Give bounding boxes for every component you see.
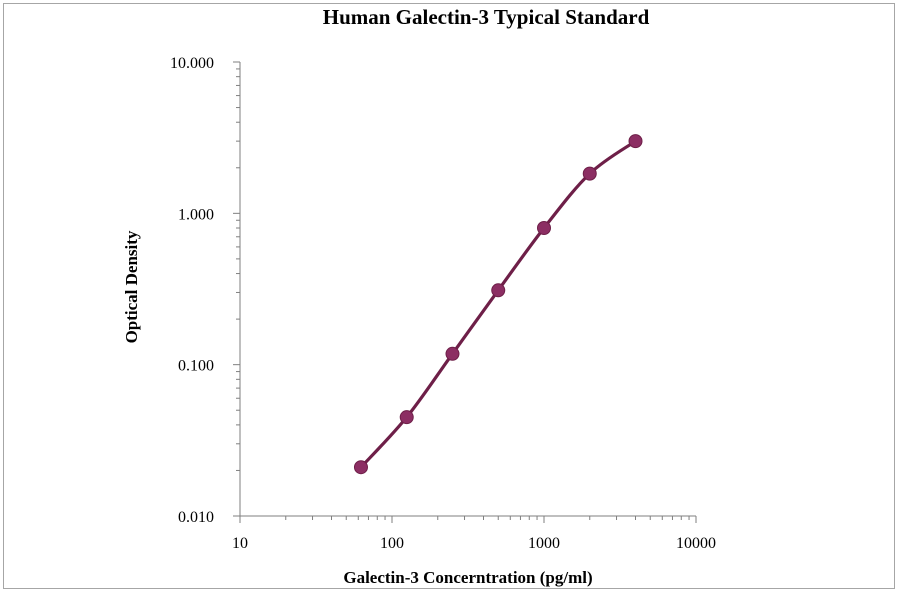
data-point [445,346,460,361]
axes: 0.010 0.100 1.000 10.000 10 100 1000 10000 [170,55,716,552]
data-point [628,134,643,149]
data-point [582,166,597,181]
x-tick-label: 10 [232,535,248,552]
data-point [537,220,551,235]
data-point [491,283,506,298]
y-tick-label: 0.100 [178,358,214,375]
x-tick-label: 10000 [676,535,716,552]
data-point [399,410,414,425]
x-axis-label: Galectin-3 Concerntration (pg/ml) [343,568,592,587]
y-tick-label: 0.010 [178,509,214,526]
data-point [353,460,368,475]
y-axis-label: Optical Density [122,230,141,343]
chart-title: Human Galectin-3 Typical Standard [323,5,650,29]
series [353,134,643,475]
y-tick-label: 10.000 [170,55,214,72]
x-tick-label: 1000 [528,535,560,552]
x-tick-label: 100 [380,535,404,552]
y-tick-label: 1.000 [178,206,214,223]
chart-frame [3,3,895,589]
